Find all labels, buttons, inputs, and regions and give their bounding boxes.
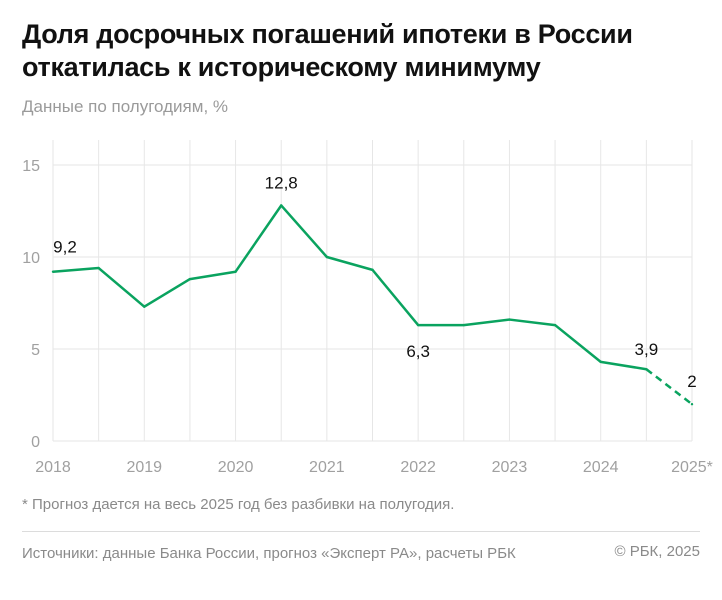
page-title: Доля досрочных погашений ипотеки в Росси… <box>22 19 633 82</box>
data-point <box>645 368 648 371</box>
data-label: 9,2 <box>53 238 77 257</box>
data-point <box>188 277 192 281</box>
x-tick-label: 2020 <box>218 459 254 476</box>
data-point <box>690 403 694 406</box>
data-point <box>416 323 420 327</box>
x-tick-label: 2021 <box>309 459 345 476</box>
series-line <box>52 204 647 371</box>
source-text: Источники: данные Банка России, прогноз … <box>22 545 516 562</box>
data-point <box>97 266 100 270</box>
data-point <box>462 323 465 327</box>
data-point <box>508 318 511 321</box>
data-label: 6,3 <box>406 342 430 361</box>
forecast-line <box>645 368 693 406</box>
data-point <box>234 270 237 273</box>
data-label: 12,8 <box>265 173 298 192</box>
x-tick-label: 2018 <box>35 459 71 476</box>
copyright: © РБК, 2025 <box>614 543 700 560</box>
forecast-note: * Прогноз дается на весь 2025 год без ра… <box>22 496 455 513</box>
data-point <box>51 270 55 273</box>
x-tick-label: 2025* <box>671 459 713 476</box>
data-point <box>143 305 146 308</box>
y-tick-label: 0 <box>31 434 40 451</box>
y-tick-label: 5 <box>31 342 40 359</box>
data-label: 2 <box>687 372 696 391</box>
divider <box>22 531 700 532</box>
data-point <box>280 204 283 207</box>
x-tick-label: 2023 <box>492 459 528 476</box>
chart-subtitle: Данные по полугодиям, % <box>22 97 229 116</box>
x-tick-label: 2024 <box>583 459 619 476</box>
line-chart: 0 5 10 15 2018 2019 2020 2021 2022 2023 2024 2025* 9… <box>22 140 713 476</box>
y-tick-label: 10 <box>22 250 40 267</box>
y-tick-label: 15 <box>22 158 40 175</box>
data-label: 3,9 <box>635 340 659 359</box>
data-point <box>599 360 602 364</box>
data-point <box>371 268 374 272</box>
x-tick-label: 2019 <box>126 459 162 476</box>
data-point <box>325 255 329 259</box>
data-point <box>553 323 557 327</box>
x-tick-label: 2022 <box>400 459 436 476</box>
